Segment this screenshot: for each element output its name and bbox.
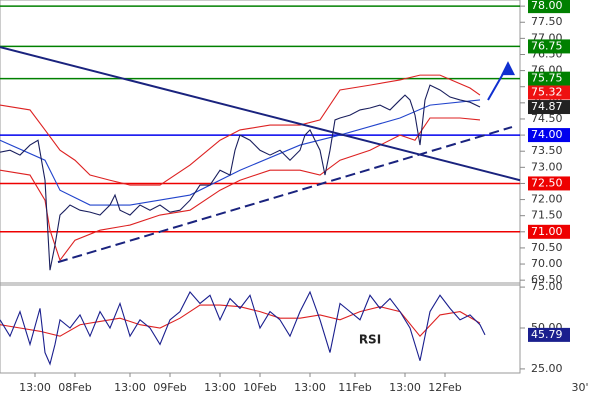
x-tick-label: 09Feb xyxy=(153,381,186,394)
level-label: 75.75 xyxy=(531,72,563,85)
x-tick-label: 13:00 xyxy=(389,381,421,394)
x-tick-label: 11Feb xyxy=(338,381,371,394)
timeframe: 30' xyxy=(571,381,588,394)
series-line xyxy=(0,74,481,186)
x-tick-label: 12Feb xyxy=(428,381,461,394)
level-box xyxy=(528,0,570,14)
x-tick-label: 13:00 xyxy=(114,381,146,394)
price-panel xyxy=(0,0,521,286)
level-box xyxy=(528,39,570,54)
level-label: 72.50 xyxy=(531,176,563,189)
y-tick-label: 74.50 xyxy=(531,112,563,125)
trend-line xyxy=(0,46,521,182)
y-tick-label: 75.00 xyxy=(531,280,563,293)
rsi-title: RSI xyxy=(359,333,381,347)
y-tick-label: 25.00 xyxy=(531,362,563,375)
y-tick-label: 71.50 xyxy=(531,209,563,222)
x-tick-label: 13:00 xyxy=(204,381,236,394)
arrow-head xyxy=(501,61,515,76)
series-line xyxy=(0,290,486,366)
y-tick-label: 72.00 xyxy=(531,193,563,206)
y-tick-label: 73.00 xyxy=(531,160,563,173)
x-tick-label: 08Feb xyxy=(58,381,91,394)
y-tick-label: 69.50 xyxy=(531,273,563,286)
price-marker-label: 75.32 xyxy=(531,86,563,99)
level-box xyxy=(528,224,570,239)
x-tick-label: 13:00 xyxy=(19,381,51,394)
price-marker xyxy=(528,100,570,115)
level-label: 71.00 xyxy=(531,225,563,238)
price-marker-label: 74.87 xyxy=(531,100,563,113)
rsi-marker-label: 45.79 xyxy=(531,328,563,341)
series-line xyxy=(0,84,481,271)
x-tick-label: 13:00 xyxy=(294,381,326,394)
series-line xyxy=(0,117,481,262)
series-line xyxy=(0,304,481,338)
y-tick-label: 77.50 xyxy=(531,15,563,28)
level-box xyxy=(528,71,570,86)
rsi-marker xyxy=(528,327,570,342)
series-line xyxy=(0,99,481,206)
level-box xyxy=(528,128,570,143)
level-box xyxy=(528,176,570,191)
price-marker xyxy=(528,85,570,100)
level-label: 76.75 xyxy=(531,39,563,52)
y-tick-label: 70.00 xyxy=(531,257,563,270)
y-tick-label: 70.50 xyxy=(531,241,563,254)
trend-line xyxy=(57,126,513,264)
x-tick-label: 10Feb xyxy=(243,381,276,394)
level-label: 74.00 xyxy=(531,128,563,141)
y-tick-label: 73.50 xyxy=(531,144,563,157)
level-label: 78.00 xyxy=(531,0,563,12)
